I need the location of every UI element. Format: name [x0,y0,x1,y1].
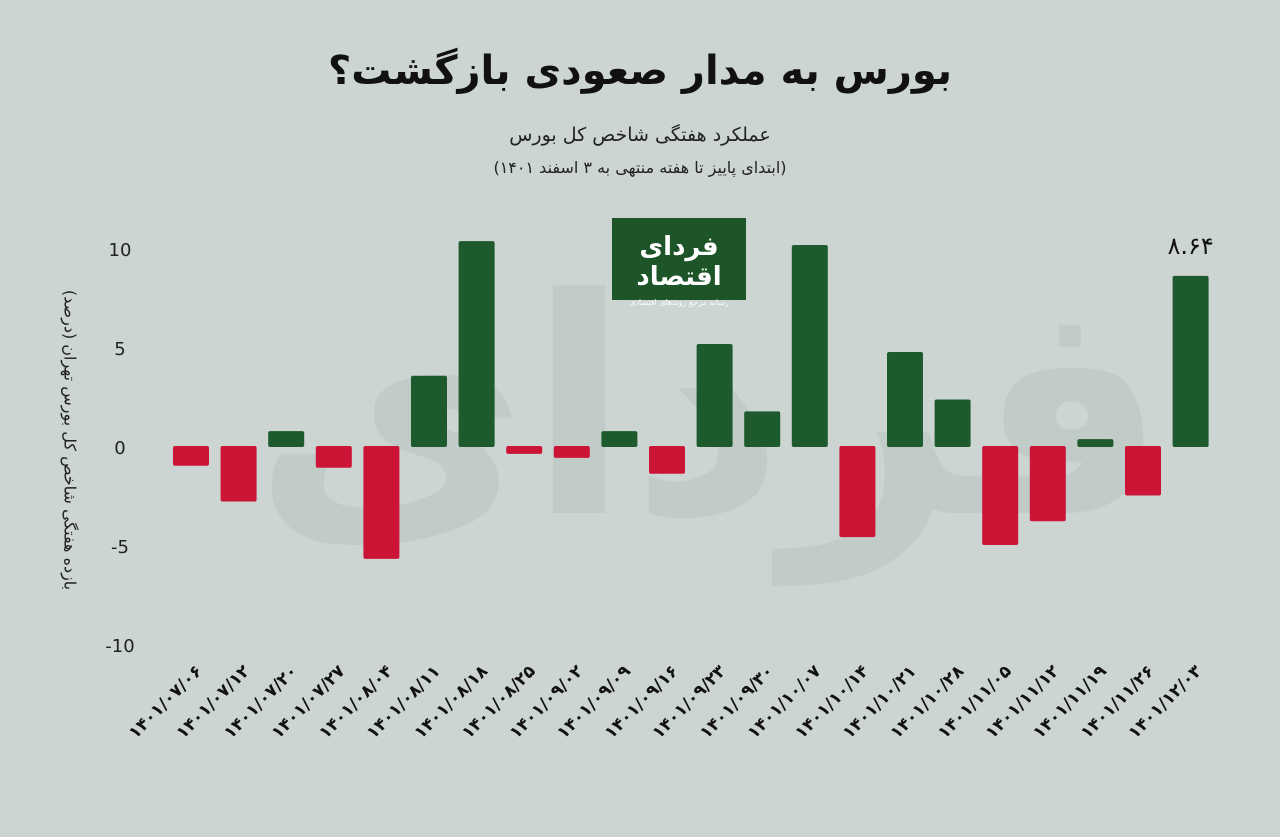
bar [649,446,685,474]
bar [363,446,400,559]
bar [1029,446,1066,522]
chart-subtitle: عملکرد هفتگی شاخص کل بورس [509,124,771,146]
bar [982,446,1019,545]
bars [173,241,1209,559]
bar [744,411,781,447]
y-tick-label: 5 [114,339,125,360]
bar [601,431,638,447]
bar [696,344,733,447]
bar [173,446,209,466]
bar [791,245,828,447]
y-tick-label: 0 [114,438,125,459]
bar [506,446,543,454]
x-ticks: ۱۴۰۱/۰۷/۰۶۱۴۰۱/۰۷/۱۲۱۴۰۱/۰۷/۲۰۱۴۰۱/۰۷/۲۷… [125,661,1207,743]
bar [458,241,495,447]
chart-title: بورس به مدار صعودی بازگشت؟ [328,48,952,94]
bar [934,399,971,447]
bar [839,446,876,538]
bar [1172,275,1209,447]
bar [1077,439,1114,447]
y-tick-label: -10 [105,636,134,657]
bar [315,446,352,468]
annotations: ۸.۶۴ [1167,232,1213,260]
data-label: ۸.۶۴ [1167,232,1213,260]
bar [887,351,923,447]
logo: فردای اقتصاد رسانه مرجع روندهای اقتصادی [612,218,746,307]
y-tick-label: -5 [111,537,129,558]
bar [268,431,305,447]
y-ticks: 10 5 0 -5 -10 [105,240,134,657]
bar [220,446,257,502]
bar [411,375,447,447]
y-tick-label: 10 [109,240,132,261]
bar [1125,446,1161,496]
logo-name: فردای اقتصاد [636,232,722,292]
logo-tagline: رسانه مرجع روندهای اقتصادی [629,298,729,307]
bar [553,446,590,458]
chart-date-range: (ابتدای پاییز تا هفته منتهی به ۳ اسفند ۱… [493,158,787,177]
